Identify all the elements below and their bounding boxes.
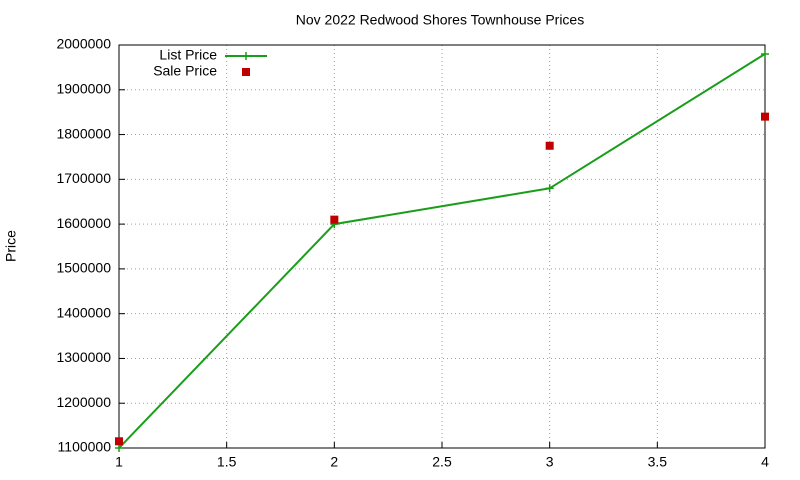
- point: [761, 112, 769, 121]
- chart-title: Nov 2022 Redwood Shores Townhouse Prices: [296, 12, 584, 28]
- x-tick-label: 3.5: [648, 454, 668, 470]
- y-tick-label: 1200000: [56, 394, 111, 410]
- y-tick-label: 2000000: [56, 36, 111, 52]
- y-tick-label: 1800000: [56, 125, 111, 141]
- x-tick-label: 2.5: [432, 454, 452, 470]
- y-tick-label: 1900000: [56, 80, 111, 96]
- x-tick-label: 1: [115, 454, 123, 470]
- point: [545, 141, 554, 150]
- line: [118, 53, 766, 449]
- x-tick-label: 4: [761, 454, 769, 470]
- y-tick-label: 1500000: [56, 260, 111, 276]
- legend-label: List Price: [159, 47, 217, 63]
- plot-frame: [118, 44, 766, 449]
- y-tick-label: 1100000: [58, 439, 112, 455]
- y-axis-label: Price: [3, 230, 19, 262]
- point: [330, 215, 339, 224]
- y-tick-label: 1300000: [56, 349, 111, 365]
- y-tick-label: 1600000: [56, 215, 111, 231]
- x-tick-label: 1.5: [217, 454, 237, 470]
- x-tick-label: 3: [546, 454, 554, 470]
- legend-swatch: [242, 68, 250, 76]
- legend-swatch: [242, 52, 250, 60]
- point: [761, 49, 769, 58]
- x-tick-label: 2: [330, 454, 338, 470]
- y-tick-label: 1400000: [56, 304, 111, 320]
- y-tick-label: 1700000: [56, 170, 111, 186]
- legend-label: Sale Price: [153, 63, 217, 79]
- point: [115, 444, 123, 452]
- point: [545, 184, 554, 193]
- point: [115, 437, 123, 446]
